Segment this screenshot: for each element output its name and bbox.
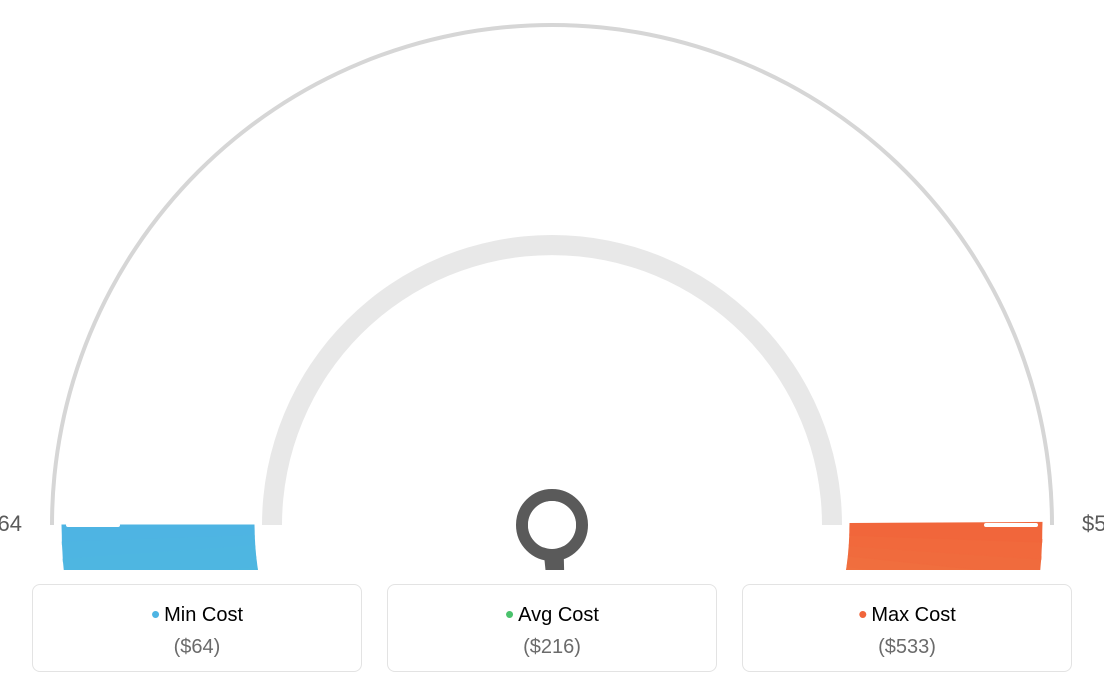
legend-title-min: •Min Cost <box>33 599 361 630</box>
gauge-chart: $64$102$140$216$322$428$533 <box>0 0 1104 570</box>
dot-icon: • <box>505 599 514 629</box>
legend-value-max: ($533) <box>743 636 1071 659</box>
svg-text:$533: $533 <box>1082 511 1104 536</box>
legend-title-avg: •Avg Cost <box>388 599 716 630</box>
legend-card-avg: •Avg Cost ($216) <box>387 584 717 672</box>
legend-value-min: ($64) <box>33 636 361 659</box>
legend-row: •Min Cost ($64) •Avg Cost ($216) •Max Co… <box>0 584 1104 672</box>
legend-value-avg: ($216) <box>388 636 716 659</box>
dot-icon: • <box>151 599 160 629</box>
legend-card-min: •Min Cost ($64) <box>32 584 362 672</box>
legend-title-max: •Max Cost <box>743 599 1071 630</box>
legend-title-avg-text: Avg Cost <box>518 604 599 626</box>
legend-title-max-text: Max Cost <box>871 604 955 626</box>
legend-title-min-text: Min Cost <box>164 604 243 626</box>
svg-text:$64: $64 <box>0 511 22 536</box>
dot-icon: • <box>858 599 867 629</box>
legend-card-max: •Max Cost ($533) <box>742 584 1072 672</box>
